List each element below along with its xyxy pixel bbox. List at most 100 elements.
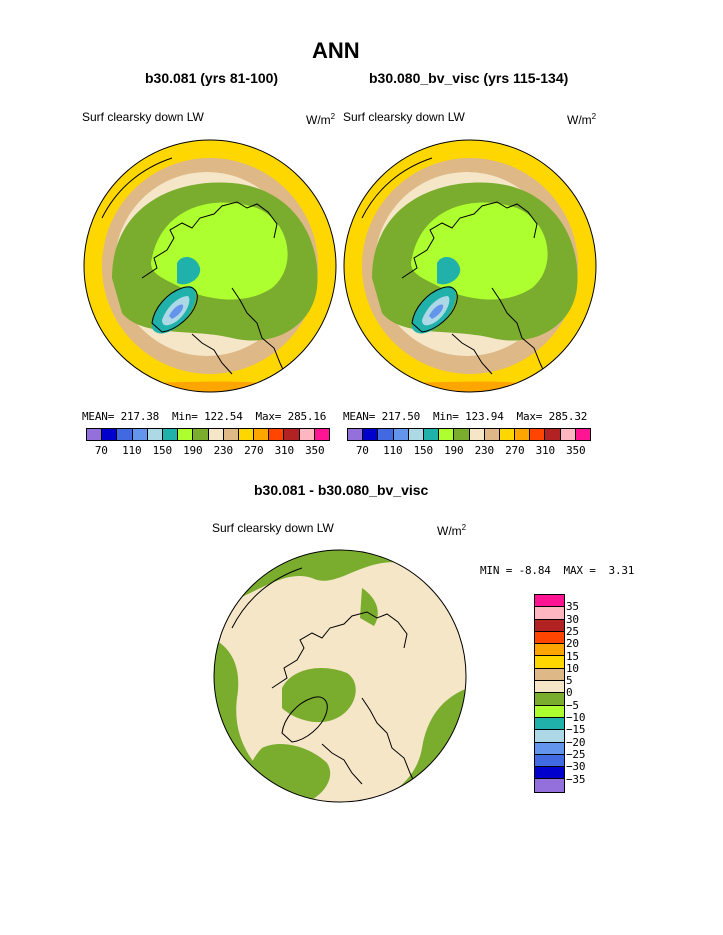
right-colorbar: 70 110 150 190 230 270 310 350 (347, 428, 591, 457)
colorbar-swatch (530, 429, 546, 440)
diff-stats: MIN = -8.84 MAX = 3.31 (480, 564, 634, 577)
colorbar-swatch (469, 429, 485, 440)
right-colorbar-swatches (347, 428, 591, 441)
left-units-label: W/m2 (306, 112, 336, 127)
colorbar-swatch (535, 619, 564, 632)
colorbar-swatch (499, 429, 516, 440)
right-polar-map (343, 139, 597, 393)
colorbar-label: 30 (566, 612, 579, 626)
colorbar-swatch (515, 429, 531, 440)
colorbar-label: 110 (122, 444, 142, 457)
colorbar-label: −30 (566, 760, 586, 774)
colorbar-label: 35 (566, 600, 579, 614)
colorbar-label: −10 (566, 711, 586, 724)
colorbar-label: 310 (535, 444, 555, 457)
right-panel-title: b30.080_bv_visc (yrs 115-134) (369, 70, 569, 86)
colorbar-swatch (254, 429, 270, 440)
colorbar-swatch (439, 429, 455, 440)
colorbar-swatch (314, 429, 329, 440)
right-mean-label: MEAN= (343, 410, 376, 423)
diff-panel-title: b30.081 - b30.080_bv_visc (254, 482, 429, 498)
colorbar-swatch (535, 693, 564, 706)
colorbar-label: 310 (274, 444, 294, 457)
colorbar-label: 150 (413, 444, 433, 457)
colorbar-swatch (208, 429, 224, 440)
right-min-label: Min= (432, 410, 459, 423)
left-mean-value: 217.38 (120, 410, 160, 423)
colorbar-label: −35 (566, 772, 586, 786)
right-field-label: Surf clearsky down LW (343, 110, 465, 124)
colorbar-label: 350 (305, 444, 325, 457)
left-min-label: Min= (171, 410, 198, 423)
colorbar-label: −20 (566, 735, 586, 749)
colorbar-label: 10 (566, 661, 579, 675)
diff-field-label: Surf clearsky down LW (212, 521, 334, 535)
colorbar-label: 350 (566, 444, 586, 457)
colorbar-label: 190 (183, 444, 203, 457)
colorbar-swatch (147, 429, 163, 440)
colorbar-swatch (178, 429, 194, 440)
colorbar-swatch (535, 742, 564, 755)
right-colorbar-labels: 70 110 150 190 230 270 310 350 (347, 441, 591, 457)
figure-title: ANN (312, 38, 360, 63)
left-colorbar-swatches (86, 428, 330, 441)
colorbar-label: 5 (566, 674, 573, 688)
colorbar-swatch (238, 429, 255, 440)
colorbar-label: 70 (94, 444, 108, 457)
diff-min-value: -8.84 (518, 564, 551, 577)
left-colorbar: 70 110 150 190 230 270 310 350 (86, 428, 330, 457)
colorbar-swatch (535, 644, 564, 657)
diff-polar-map (213, 549, 467, 803)
colorbar-swatch (535, 631, 564, 645)
colorbar-label: 70 (355, 444, 369, 457)
colorbar-swatch (223, 429, 239, 440)
colorbar-label: 190 (444, 444, 464, 457)
diff-colorbar-swatches (534, 594, 565, 793)
left-panel-title: b30.081 (yrs 81-100) (145, 70, 279, 86)
colorbar-swatch (535, 681, 564, 694)
left-stats: MEAN= 217.38 Min= 122.54 Max= 285.16 (82, 410, 326, 423)
diff-min-label: MIN = (480, 564, 513, 577)
right-mean-value: 217.50 (381, 410, 421, 423)
colorbar-swatch (575, 429, 590, 440)
colorbar-swatch (117, 429, 133, 440)
colorbar-label: −15 (566, 723, 586, 737)
colorbar-swatch (193, 429, 209, 440)
colorbar-swatch (535, 730, 564, 743)
right-min-value: 123.94 (465, 410, 504, 423)
diff-max-value: 3.31 (608, 564, 635, 577)
right-stats: MEAN= 217.50 Min= 123.94 Max= 285.32 (343, 410, 587, 423)
colorbar-swatch (535, 607, 564, 620)
colorbar-swatch (162, 429, 179, 440)
colorbar-label: 270 (505, 444, 525, 457)
left-min-value: 122.54 (204, 410, 243, 423)
colorbar-swatch (423, 429, 440, 440)
colorbar-swatch (269, 429, 285, 440)
colorbar-swatch (363, 429, 379, 440)
left-mean-label: MEAN= (82, 410, 115, 423)
left-colorbar-labels: 70 110 150 190 230 270 310 350 (86, 441, 330, 457)
left-polar-map (83, 139, 337, 393)
colorbar-swatch (284, 429, 300, 440)
colorbar-swatch (378, 429, 394, 440)
colorbar-swatch (348, 429, 364, 440)
colorbar-swatch (132, 429, 148, 440)
colorbar-label: −5 (566, 698, 579, 712)
colorbar-swatch (535, 779, 564, 792)
left-max-value: 285.16 (287, 410, 327, 423)
colorbar-swatch (535, 668, 564, 682)
colorbar-label: 150 (152, 444, 172, 457)
colorbar-label: 230 (213, 444, 233, 457)
colorbar-swatch (393, 429, 409, 440)
colorbar-label: 0 (566, 686, 573, 700)
colorbar-label: −25 (566, 747, 586, 761)
colorbar-swatch (408, 429, 424, 440)
right-max-value: 285.32 (548, 410, 588, 423)
colorbar-label: 20 (566, 637, 579, 651)
right-max-label: Max= (516, 410, 543, 423)
diff-colorbar-labels: 35 30 25 20 15 10 5 0 −5 −10 −15 −20 −25 −30 −35 (566, 594, 606, 804)
colorbar-swatch (545, 429, 561, 440)
right-units-label: W/m2 (567, 112, 597, 127)
colorbar-swatch (535, 754, 564, 768)
colorbar-swatch (535, 717, 564, 731)
